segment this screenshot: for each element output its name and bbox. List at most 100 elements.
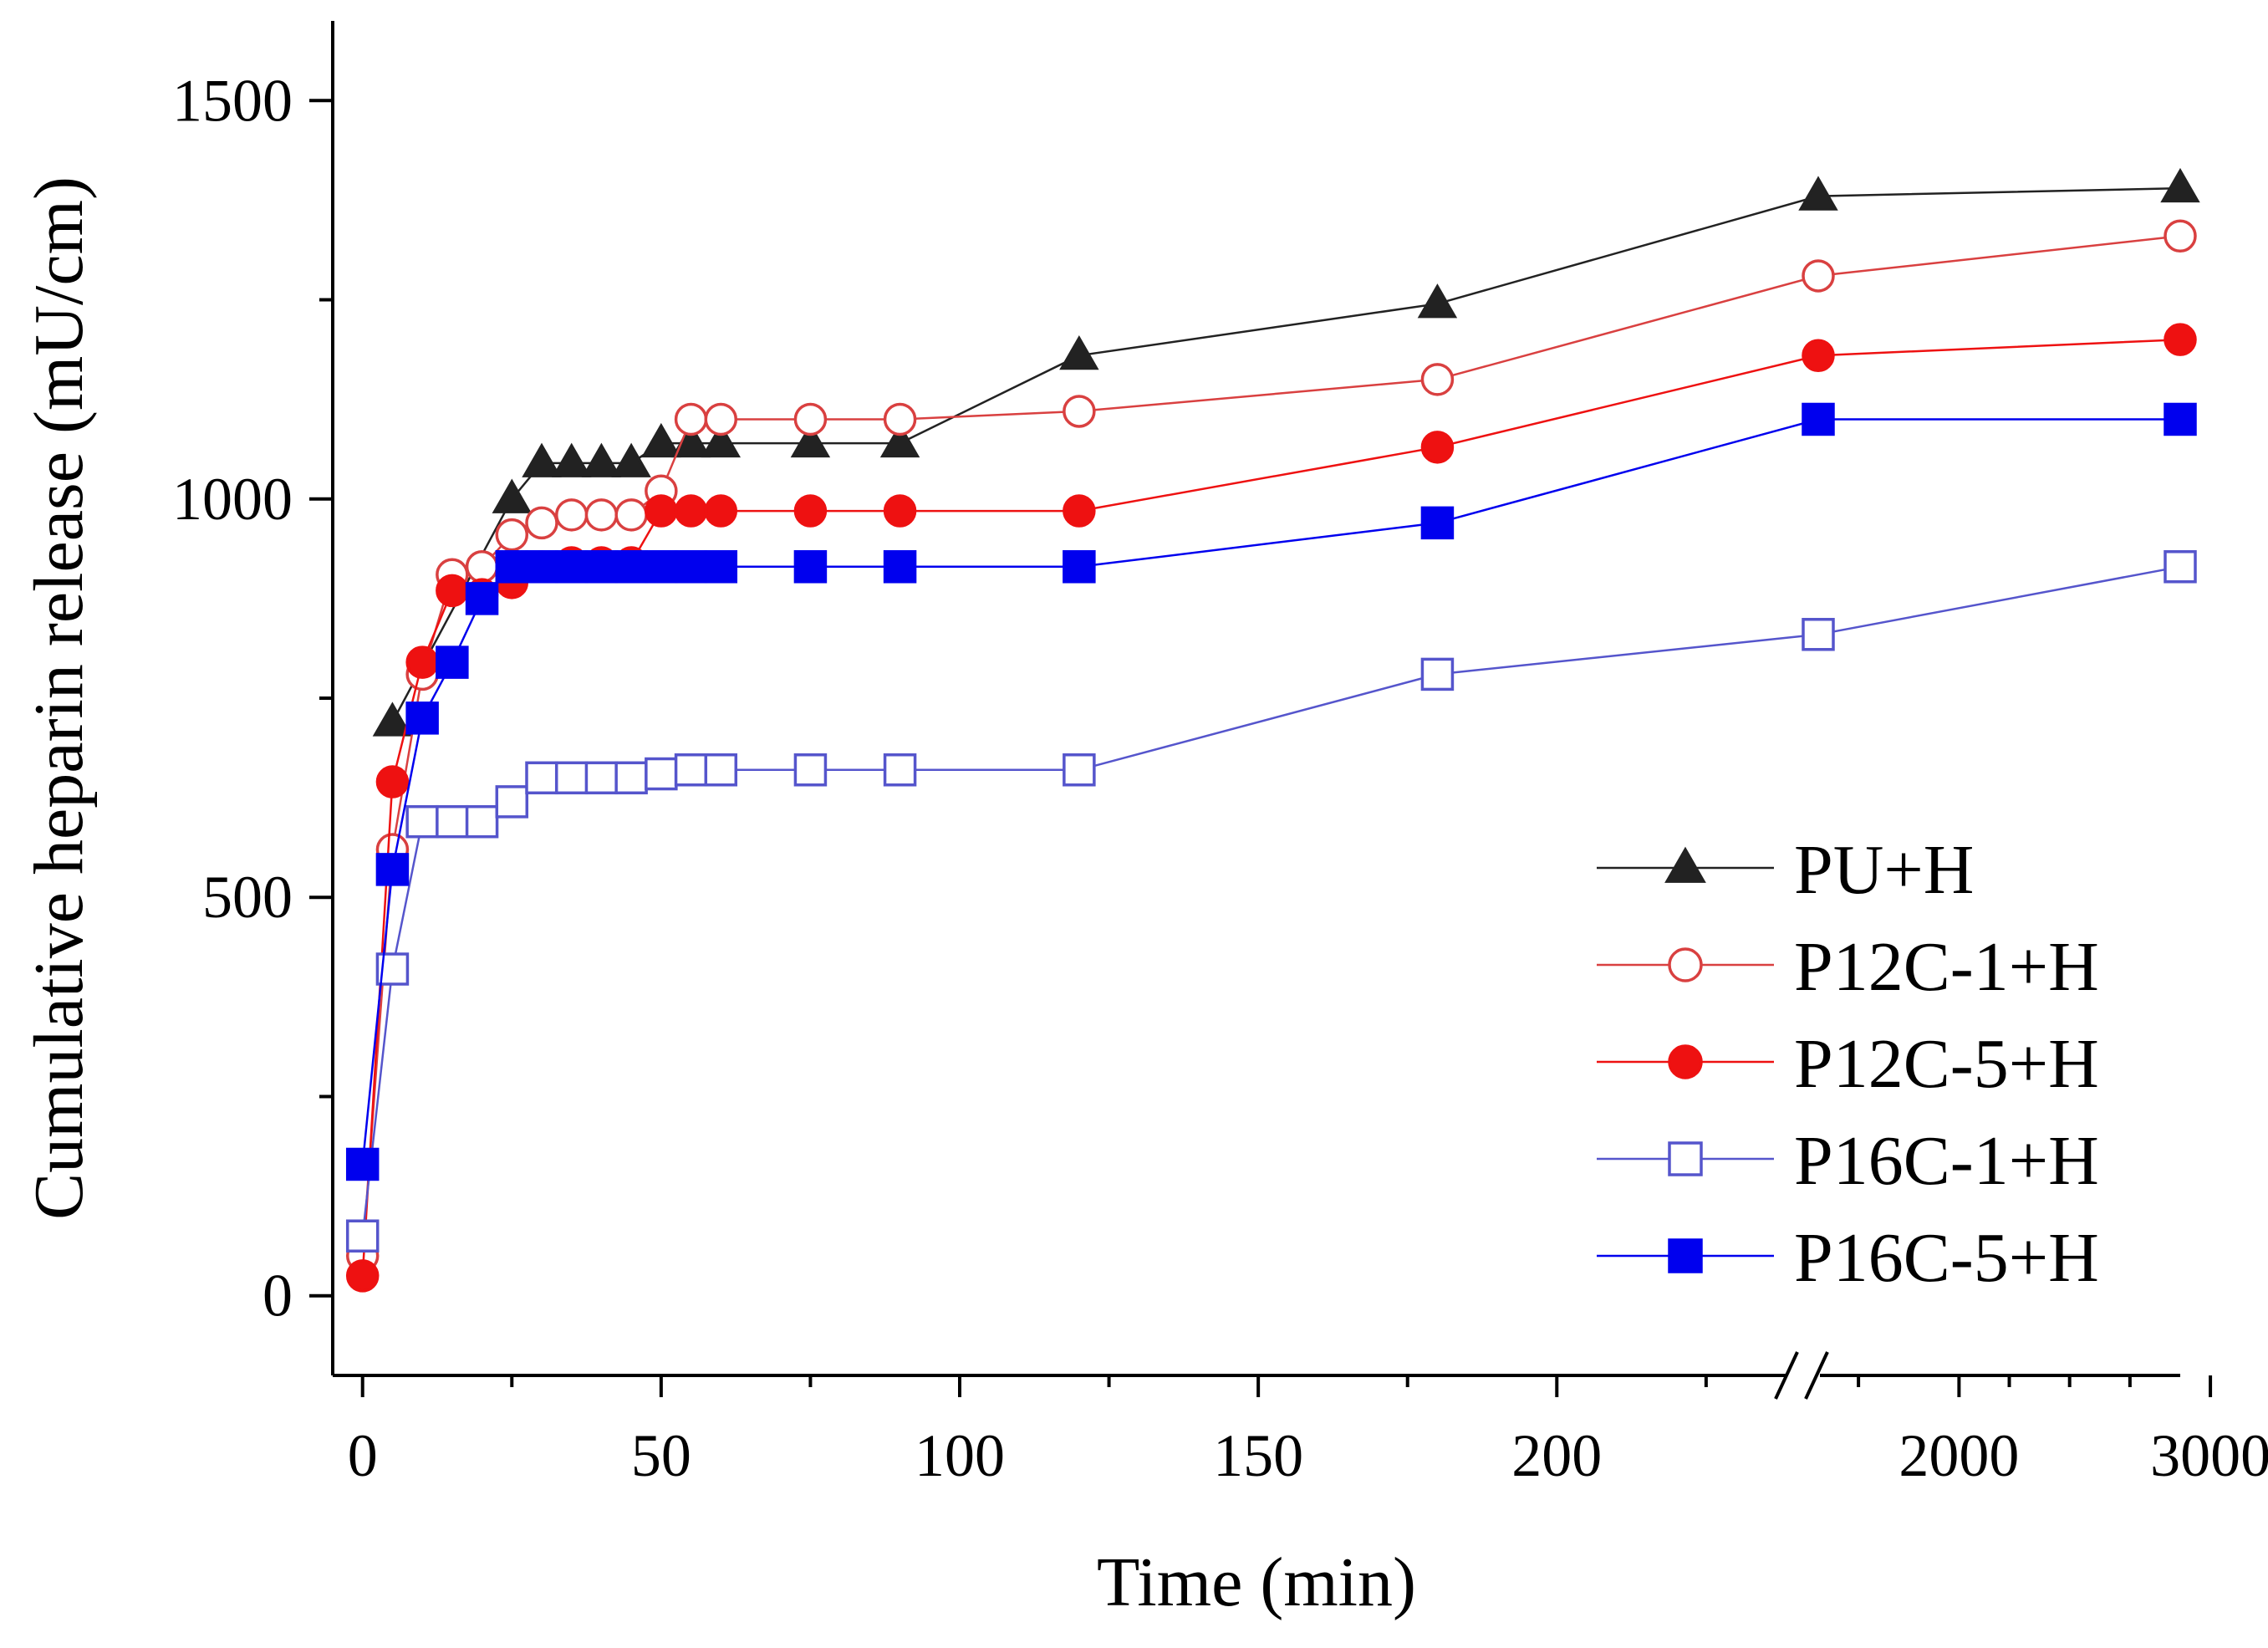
legend-item-pu-h: PU+H — [1597, 831, 1974, 909]
data-point-p16c-1-h — [525, 761, 558, 795]
data-point-p16c-5-h — [465, 582, 499, 615]
data-point-p12c-5-h — [1063, 494, 1096, 528]
data-point-p12c-5-h — [375, 765, 410, 798]
data-point-p16c-1-h — [883, 753, 917, 787]
data-point-p16c-1-h — [1420, 657, 1455, 691]
axis-break-mark — [1804, 1351, 1829, 1400]
legend-marker — [1668, 1238, 1703, 1273]
data-point-pu-h — [1798, 176, 1838, 211]
data-point-p12c-1-h — [674, 402, 708, 436]
data-point-pu-h — [2160, 167, 2200, 203]
series-line-p12c-1-h — [361, 235, 2181, 1257]
series-layer — [345, 167, 2200, 1293]
data-point-p12c-1-h — [704, 402, 738, 436]
data-point-pu-h — [611, 442, 651, 477]
data-point-p16c-1-h — [645, 757, 678, 791]
x-tick-label: 50 — [631, 1422, 691, 1489]
data-point-p16c-5-h — [405, 702, 439, 735]
data-point-p16c-5-h — [436, 645, 469, 679]
data-point-pu-h — [701, 422, 742, 458]
y-tick-label: 1500 — [172, 67, 293, 134]
data-point-p16c-1-h — [436, 804, 469, 839]
data-point-p12c-5-h — [793, 494, 828, 528]
x-tick-label: 3000 — [2150, 1422, 2268, 1489]
data-point-pu-h — [879, 422, 920, 458]
data-point-p16c-1-h — [1063, 753, 1096, 787]
legend-label: P12C-1+H — [1794, 928, 2099, 1006]
x-tick-label: 100 — [915, 1422, 1005, 1489]
data-point-p16c-5-h — [1063, 550, 1096, 584]
legend-marker — [1668, 1141, 1703, 1176]
data-point-p16c-1-h — [793, 753, 828, 787]
data-point-p16c-5-h — [345, 1147, 380, 1181]
x-tick-label: 0 — [348, 1422, 378, 1489]
legend-item-p12c-5-h: P12C-5+H — [1597, 1025, 2099, 1103]
data-point-p12c-5-h — [1420, 431, 1455, 464]
data-point-p12c-5-h — [2164, 323, 2197, 356]
legend-item-p12c-1-h: P12C-1+H — [1597, 928, 2099, 1006]
data-point-p16c-5-h — [495, 550, 529, 584]
legend-marker — [1668, 947, 1703, 982]
x-axis-title: Time (min) — [1097, 1543, 1416, 1621]
legend-marker — [1664, 846, 1706, 883]
data-point-pu-h — [581, 442, 622, 477]
legend-label: P16C-1+H — [1794, 1122, 2099, 1200]
data-point-pu-h — [492, 478, 533, 513]
data-point-p16c-1-h — [554, 761, 589, 795]
data-point-p12c-1-h — [1063, 395, 1096, 428]
data-point-p12c-5-h — [645, 494, 678, 528]
data-point-pu-h — [551, 442, 592, 477]
y-axis-title: Cumulative heparin release (mU/cm) — [20, 176, 98, 1220]
data-point-p12c-5-h — [674, 494, 708, 528]
data-point-p16c-5-h — [554, 550, 589, 584]
data-point-p12c-5-h — [345, 1259, 380, 1293]
data-point-p16c-5-h — [704, 550, 738, 584]
data-point-p12c-5-h — [704, 494, 738, 528]
data-point-p16c-1-h — [674, 753, 708, 787]
legend-label: PU+H — [1794, 831, 1974, 909]
data-point-p16c-1-h — [704, 753, 738, 787]
data-point-p16c-5-h — [1802, 402, 1835, 436]
legend-item-p16c-1-h: P16C-1+H — [1597, 1122, 2099, 1200]
data-point-p16c-5-h — [614, 550, 648, 584]
x-tick-label: 200 — [1511, 1422, 1602, 1489]
data-point-p16c-1-h — [1802, 618, 1835, 651]
series-p12c-1-h — [345, 219, 2197, 1273]
series-pu-h — [372, 167, 2200, 737]
axes: 0 500 1000 1500 0 50 100 150 200 2000 3000 — [172, 21, 2268, 1489]
data-point-p16c-1-h — [584, 761, 619, 795]
legend-label: P12C-5+H — [1794, 1025, 2099, 1103]
data-point-p16c-1-h — [405, 804, 439, 839]
data-point-pu-h — [790, 422, 831, 458]
legend-item-p16c-5-h: P16C-5+H — [1597, 1219, 2099, 1297]
data-point-p12c-1-h — [2164, 219, 2197, 253]
data-point-p16c-5-h — [584, 550, 619, 584]
data-point-p12c-1-h — [465, 550, 499, 584]
x-tick-label: 150 — [1213, 1422, 1303, 1489]
data-point-p16c-5-h — [645, 550, 678, 584]
data-point-p12c-1-h — [525, 506, 558, 540]
y-tick-label: 0 — [262, 1263, 293, 1329]
data-point-p12c-1-h — [1802, 259, 1835, 293]
data-point-p12c-1-h — [495, 518, 529, 552]
legend-label: P16C-5+H — [1794, 1219, 2099, 1297]
data-point-p12c-1-h — [793, 402, 828, 436]
data-point-p12c-5-h — [436, 574, 469, 608]
data-point-pu-h — [522, 442, 562, 477]
data-point-p12c-5-h — [405, 645, 439, 679]
series-p16c-5-h — [345, 402, 2197, 1181]
data-point-p16c-5-h — [674, 550, 708, 584]
data-point-p16c-5-h — [883, 550, 917, 584]
legend: PU+H P12C-1+H P12C-5+H P16C-1+H P16C-5+H — [1597, 831, 2099, 1297]
data-point-pu-h — [372, 702, 413, 737]
data-point-p12c-1-h — [584, 498, 619, 532]
data-point-p12c-1-h — [883, 402, 917, 436]
data-point-p12c-5-h — [1802, 339, 1835, 372]
data-point-pu-h — [641, 422, 681, 458]
data-point-p16c-1-h — [614, 761, 648, 795]
data-point-p12c-5-h — [883, 494, 917, 528]
data-point-p16c-1-h — [465, 804, 499, 839]
data-point-p12c-1-h — [1420, 363, 1455, 396]
x-tick-label: 2000 — [1898, 1422, 2019, 1489]
